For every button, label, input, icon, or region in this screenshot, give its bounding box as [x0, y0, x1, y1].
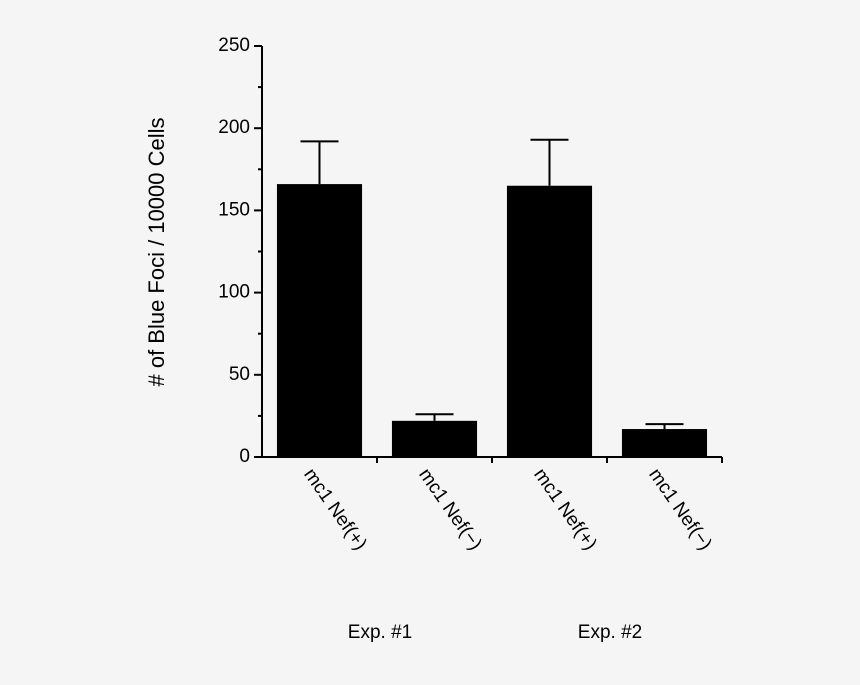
y-tick-label: 250 [218, 35, 250, 56]
group-label: Exp. #2 [578, 622, 642, 643]
group-label: Exp. #1 [348, 622, 412, 643]
y-axis-title: # of Blue Foci / 10000 Cells [144, 117, 169, 386]
y-tick-label: 150 [218, 199, 250, 220]
bar [621, 429, 708, 457]
y-tick-label: 200 [218, 117, 250, 138]
y-tick-label: 0 [239, 446, 250, 467]
bar [506, 185, 593, 458]
bar [391, 420, 478, 457]
y-tick-label: 50 [229, 364, 250, 385]
bar [276, 184, 363, 457]
y-tick-label: 100 [218, 282, 250, 303]
